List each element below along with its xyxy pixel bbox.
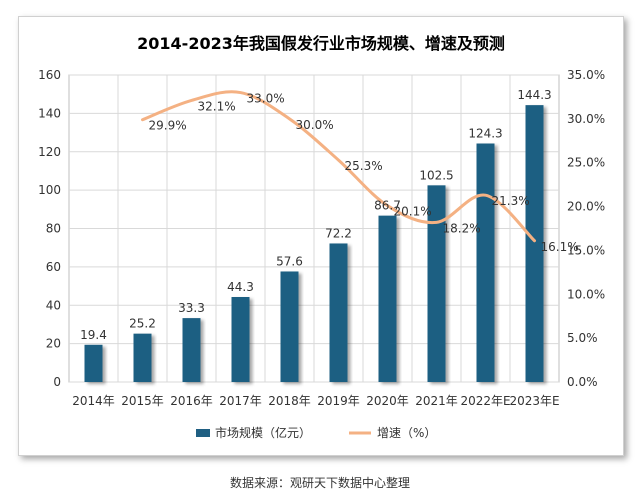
growth-line-path xyxy=(141,90,536,243)
growth-value-label: 32.1% xyxy=(198,99,236,113)
growth-value-label: 18.2% xyxy=(443,221,481,235)
growth-value-label: 21.3% xyxy=(492,194,530,208)
y-left-tick-label: 60 xyxy=(46,260,61,274)
growth-value-label: 16.1% xyxy=(541,240,579,254)
bar xyxy=(84,344,103,382)
bar xyxy=(231,296,250,382)
y-right-tick-label: 0.0% xyxy=(567,375,598,389)
x-tick-label: 2022年E xyxy=(460,394,510,408)
y-left-tick-label: 100 xyxy=(38,183,61,197)
bar-value-label: 25.2 xyxy=(129,317,156,331)
bar xyxy=(476,143,495,382)
bar xyxy=(182,318,201,382)
growth-line xyxy=(141,90,536,243)
y-left-tick-label: 140 xyxy=(38,106,61,120)
y-right-tick-label: 30.0% xyxy=(567,112,605,126)
growth-value-label: 30.0% xyxy=(296,118,334,132)
bar xyxy=(525,105,544,382)
bar xyxy=(329,243,348,382)
source-note: 数据来源：观研天下数据中心整理 xyxy=(229,476,410,490)
x-tick-label: 2017年 xyxy=(219,394,262,408)
y-left-tick-label: 160 xyxy=(38,68,61,82)
bar-value-label: 102.5 xyxy=(419,168,453,182)
chart-svg: 2014-2023年我国假发行业市场规模、增速及预测 0 20 40 60 80 100 1… xyxy=(38,34,605,440)
legend: 市场规模（亿元） 增速（%） xyxy=(196,425,436,440)
right-axis: 0.0% 5.0% 10.0% 15.0% 20.0% 25.0% 30.0% 35.0% xyxy=(567,68,605,389)
bar xyxy=(378,215,397,382)
x-tick-label: 2015年 xyxy=(121,394,164,408)
y-right-tick-label: 5.0% xyxy=(567,331,598,345)
legend-line-label: 增速（%） xyxy=(377,426,436,440)
bar-value-label: 86.7 xyxy=(374,199,401,213)
bar xyxy=(280,271,299,382)
bars xyxy=(84,105,544,382)
x-tick-label: 2018年 xyxy=(268,394,311,408)
growth-value-label: 29.9% xyxy=(149,119,187,133)
y-left-tick-label: 80 xyxy=(46,222,61,236)
x-axis: 2014年 2015年 2016年 2017年 2018年 2019年 2020年 2021年… xyxy=(72,394,559,408)
x-tick-label: 2020年 xyxy=(366,394,409,408)
bar-value-label: 144.3 xyxy=(517,88,551,102)
y-right-tick-label: 35.0% xyxy=(567,68,605,82)
y-right-tick-label: 25.0% xyxy=(567,156,605,170)
x-tick-label: 2014年 xyxy=(72,394,115,408)
bar-value-label: 33.3 xyxy=(178,301,205,315)
bar xyxy=(427,185,446,382)
growth-value-label: 25.3% xyxy=(345,159,383,173)
bar xyxy=(133,333,152,382)
bar-value-label: 72.2 xyxy=(325,226,352,240)
bar-value-label: 19.4 xyxy=(80,328,107,342)
bar-value-label: 57.6 xyxy=(276,254,303,268)
chart-title: 2014-2023年我国假发行业市场规模、增速及预测 xyxy=(137,34,505,53)
x-tick-label: 2019年 xyxy=(317,394,360,408)
y-right-tick-label: 10.0% xyxy=(567,287,605,301)
growth-value-label: 20.1% xyxy=(394,205,432,219)
growth-value-label: 33.0% xyxy=(247,92,285,106)
bar-value-label: 124.3 xyxy=(468,126,502,140)
chart-frame: 2014-2023年我国假发行业市场规模、增速及预测 0 20 40 60 80 100 1… xyxy=(18,16,624,456)
y-right-tick-label: 20.0% xyxy=(567,200,605,214)
y-left-tick-label: 40 xyxy=(46,298,61,312)
left-axis: 0 20 40 60 80 100 120 140 160 xyxy=(38,68,61,389)
data-labels: 19.4 25.2 33.3 44.3 57.6 72.2 86.7 102.5 124.3 14… xyxy=(80,88,578,342)
x-tick-label: 2021年 xyxy=(415,394,458,408)
y-left-tick-label: 120 xyxy=(38,145,61,159)
x-tick-label: 2016年 xyxy=(170,394,213,408)
legend-bar-swatch xyxy=(196,429,210,437)
y-right-tick-label: 15.0% xyxy=(567,243,605,257)
bar-value-label: 44.3 xyxy=(227,280,254,294)
y-left-tick-label: 20 xyxy=(46,337,61,351)
x-tick-label: 2023年E xyxy=(509,394,559,408)
y-left-tick-label: 0 xyxy=(53,375,61,389)
legend-bar-label: 市场规模（亿元） xyxy=(215,425,311,440)
